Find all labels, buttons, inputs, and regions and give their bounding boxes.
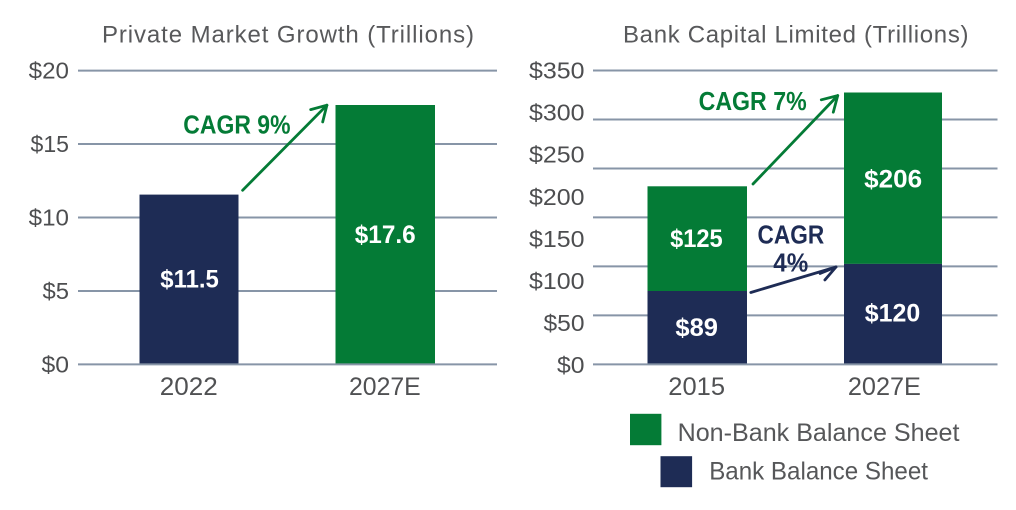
svg-text:$5: $5: [43, 278, 70, 304]
svg-text:$50: $50: [544, 310, 585, 336]
svg-text:$0: $0: [557, 352, 585, 378]
svg-text:$200: $200: [529, 184, 585, 210]
svg-text:2022: 2022: [160, 373, 218, 401]
svg-text:CAGR 7%: CAGR 7%: [699, 88, 807, 116]
svg-text:Bank Balance Sheet: Bank Balance Sheet: [709, 457, 928, 485]
svg-text:$206: $206: [864, 166, 922, 194]
svg-text:$350: $350: [529, 58, 585, 84]
svg-text:$120: $120: [865, 299, 921, 327]
svg-text:2027E: 2027E: [848, 373, 921, 401]
svg-text:4%: 4%: [773, 250, 808, 278]
svg-text:$11.5: $11.5: [160, 266, 219, 294]
svg-text:Private Market Growth (Trillio: Private Market Growth (Trillions): [102, 22, 474, 49]
svg-text:$20: $20: [29, 58, 69, 84]
svg-text:CAGR: CAGR: [758, 221, 825, 249]
svg-text:$125: $125: [670, 225, 723, 253]
svg-text:$100: $100: [529, 268, 585, 294]
svg-text:$89: $89: [675, 314, 718, 342]
svg-text:$300: $300: [529, 100, 585, 126]
svg-text:$0: $0: [42, 351, 70, 377]
svg-text:$17.6: $17.6: [355, 221, 416, 249]
svg-text:$15: $15: [31, 131, 70, 157]
svg-text:2027E: 2027E: [349, 373, 421, 401]
svg-text:2015: 2015: [668, 373, 725, 401]
svg-text:Non-Bank Balance Sheet: Non-Bank Balance Sheet: [678, 419, 960, 447]
svg-text:$150: $150: [529, 226, 585, 252]
svg-text:$10: $10: [29, 205, 69, 231]
svg-text:CAGR 9%: CAGR 9%: [183, 111, 290, 139]
svg-text:$250: $250: [529, 142, 585, 168]
svg-text:Bank Capital Limited (Trillion: Bank Capital Limited (Trillions): [623, 22, 969, 49]
